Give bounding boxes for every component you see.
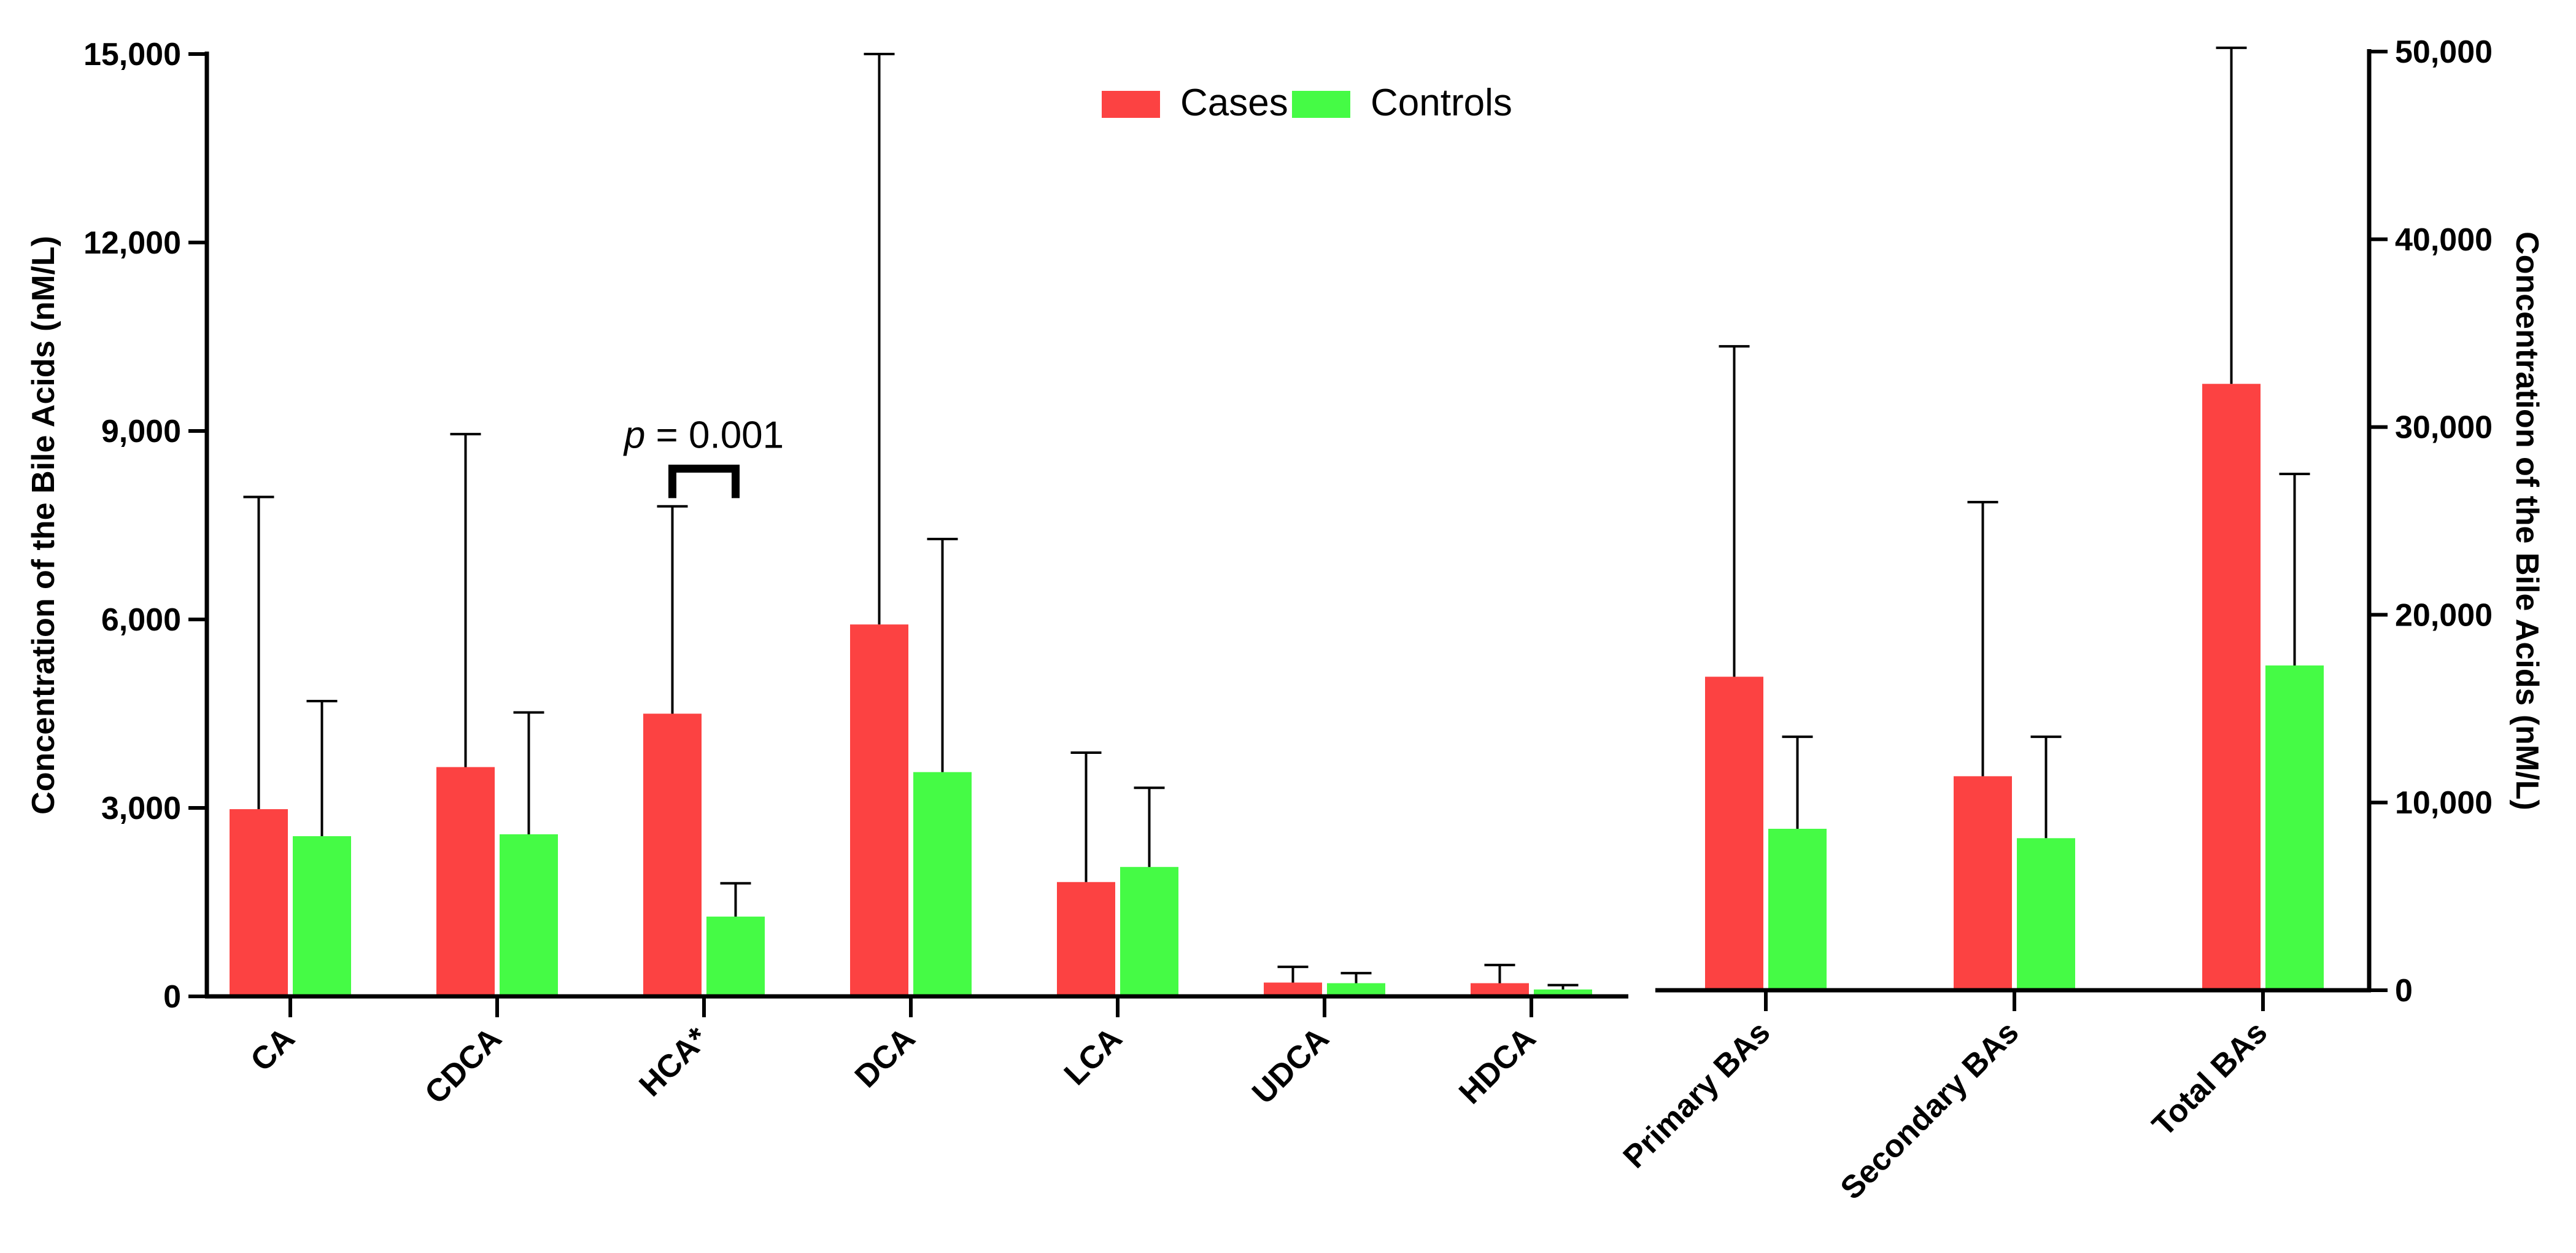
bar-controls-total-bas: [2265, 665, 2324, 990]
bar-cases-total-bas: [2202, 384, 2261, 990]
bar-controls-cdca: [500, 834, 558, 996]
bar-controls-hdca: [1534, 989, 1592, 996]
bar-cases-hdca: [1471, 983, 1529, 996]
bar-controls-lca: [1120, 867, 1178, 996]
bar-cases-ca: [230, 809, 288, 996]
legend-label-controls: Controls: [1371, 82, 1512, 124]
y-tick-label-left: 3,000: [101, 791, 181, 826]
bar-cases-primary-bas: [1705, 677, 1763, 990]
x-category-label: DCA: [848, 1020, 922, 1095]
legend-swatch-cases: [1102, 91, 1160, 118]
error-bars-layer: [243, 46, 2310, 990]
y-tick-label-left: 12,000: [83, 225, 181, 261]
bar-cases-udca: [1264, 982, 1322, 996]
bar-cases-lca: [1057, 882, 1115, 996]
p-value: = 0.001: [645, 414, 784, 456]
p-value-label: p = 0.001: [623, 414, 784, 456]
x-category-label: Total BAs: [2146, 1014, 2275, 1143]
legend: Cases Controls: [1102, 82, 1512, 124]
y-tick-label-right: 10,000: [2395, 785, 2493, 821]
bar-controls-udca: [1327, 983, 1385, 996]
bar-controls-dca: [913, 772, 972, 996]
x-category-label: CA: [244, 1020, 301, 1078]
y-tick-label-left: 0: [163, 979, 181, 1015]
y-tick-label-left: 15,000: [83, 37, 181, 72]
y-axis-title-right: Concentration of the Bile Acids (nM/L): [2509, 231, 2545, 810]
bar-controls-primary-bas: [1768, 829, 1827, 990]
bars-layer: [230, 384, 2324, 996]
y-tick-label-right: 50,000: [2395, 34, 2493, 70]
y-axis-title-left: Concentration of the Bile Acids (nM/L): [26, 236, 61, 815]
bar-controls-secondary-bas: [2017, 838, 2075, 990]
x-category-label: LCA: [1058, 1020, 1129, 1092]
significance-annotation: p = 0.001: [623, 414, 784, 498]
x-category-label: Secondary BAs: [1834, 1014, 2026, 1206]
bar-cases-dca: [850, 624, 908, 996]
legend-label-cases: Cases: [1180, 82, 1288, 124]
bar-cases-secondary-bas: [1954, 776, 2012, 990]
x-category-label: UDCA: [1245, 1020, 1336, 1111]
y-tick-label-right: 40,000: [2395, 222, 2493, 258]
significance-bracket: [668, 464, 740, 498]
bar-cases-cdca: [436, 767, 495, 996]
bar-cases-hca-: [643, 713, 702, 996]
y-tick-label-right: 20,000: [2395, 597, 2493, 633]
x-category-label: Primary BAs: [1617, 1014, 1777, 1175]
legend-swatch-controls: [1292, 91, 1350, 118]
x-category-label: CDCA: [418, 1020, 508, 1111]
bar-controls-hca-: [706, 917, 765, 996]
y-tick-label-left: 9,000: [101, 414, 181, 449]
x-category-label: HCA*: [632, 1020, 716, 1104]
bar-controls-ca: [293, 836, 351, 996]
p-symbol: p: [623, 414, 645, 456]
y-tick-label-left: 6,000: [101, 602, 181, 638]
labels-layer: 0 3,000 6,000 9,000 12,000 15,000 Concentratio…: [26, 34, 2545, 1206]
axes-layer: [188, 49, 2388, 1017]
x-category-label: HDCA: [1452, 1020, 1542, 1111]
y-tick-label-right: 0: [2395, 973, 2413, 1009]
y-tick-label-right: 30,000: [2395, 410, 2493, 446]
